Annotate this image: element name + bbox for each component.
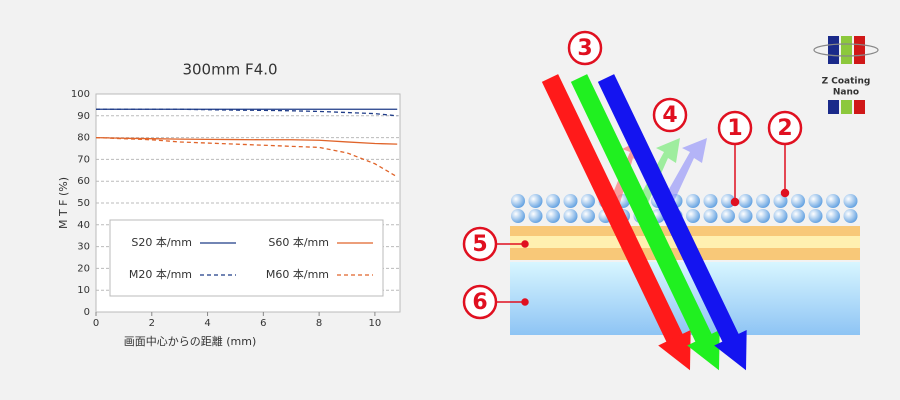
particle [703,209,718,223]
particle [773,209,788,223]
chart-title: 300mm F4.0 [182,61,277,79]
series-line [95,136,398,178]
particle [773,194,788,208]
y-tick-label: 100 [71,89,90,100]
diagram: 1 2 3 4 5 6 Z Coating Nano [462,30,879,371]
particle [721,209,735,223]
y-tick-label: 50 [77,198,90,209]
particle [756,194,770,208]
particle [703,194,718,208]
legend-label: M20 本/mm [129,267,192,281]
callout: 1 [727,116,742,141]
x-tick-label: 4 [204,318,210,329]
particle [511,194,525,208]
particle [546,209,560,223]
legend-box [109,219,384,297]
x-tick-label: 2 [149,318,155,329]
y-tick-label: 60 [77,176,90,187]
particle [738,194,753,208]
callout: 4 [662,103,677,128]
particle [826,194,840,208]
series-line [96,108,398,117]
particle [791,194,805,208]
particle [808,194,823,208]
legend-label: M60 本/mm [266,267,329,281]
particle [721,194,735,208]
particle [511,209,525,223]
x-tick-label: 0 [93,318,99,329]
legend-label: S20 本/mm [131,235,192,249]
y-tick-label: 20 [77,263,90,274]
particle [546,194,560,208]
y-tick-label: 10 [77,285,90,296]
x-tick-label: 6 [260,318,266,329]
x-tick-label: 10 [369,318,382,329]
y-tick-label: 0 [84,307,90,318]
particle [563,209,578,223]
particle [528,194,543,208]
leaders [497,145,790,306]
particle [756,209,770,223]
particle [686,209,700,223]
particle [528,209,543,223]
y-axis-label: M T F (%) [57,177,70,229]
logo-text: Nano [833,88,859,98]
arrow-green [570,74,720,371]
particle [808,209,823,223]
series-line [95,136,398,145]
particle [843,194,858,208]
logo-text: Z Coating [822,77,871,87]
particle [581,194,595,208]
particle [686,194,700,208]
y-tick-label: 40 [77,220,90,231]
particle [563,194,578,208]
y-tick-label: 80 [77,133,90,144]
callout-circles [462,30,803,320]
chart: 0 10 20 30 40 50 60 70 80 90 100 0 2 4 6 8 10 S20 本/mm M20… [71,89,400,329]
arrow-red [541,74,691,371]
x-axis-label: 画面中心からの距離 (mm) [124,334,257,348]
reflected-blue [660,138,707,210]
particle [738,209,753,223]
callout: 6 [472,290,487,315]
legend-label: S60 本/mm [268,235,329,249]
particle [843,209,858,223]
y-tick-label: 90 [77,111,90,122]
callout: 3 [577,36,592,61]
x-tick-label: 8 [316,318,322,329]
callout: 2 [777,116,792,141]
callout: 5 [472,232,487,257]
particle [791,209,805,223]
particle [581,209,595,223]
y-tick-label: 70 [77,154,90,165]
arrow-blue [597,74,747,371]
nano-particles [511,194,858,223]
logo: Z Coating Nano [813,36,879,114]
y-tick-label: 30 [77,242,90,253]
particle [826,209,840,223]
